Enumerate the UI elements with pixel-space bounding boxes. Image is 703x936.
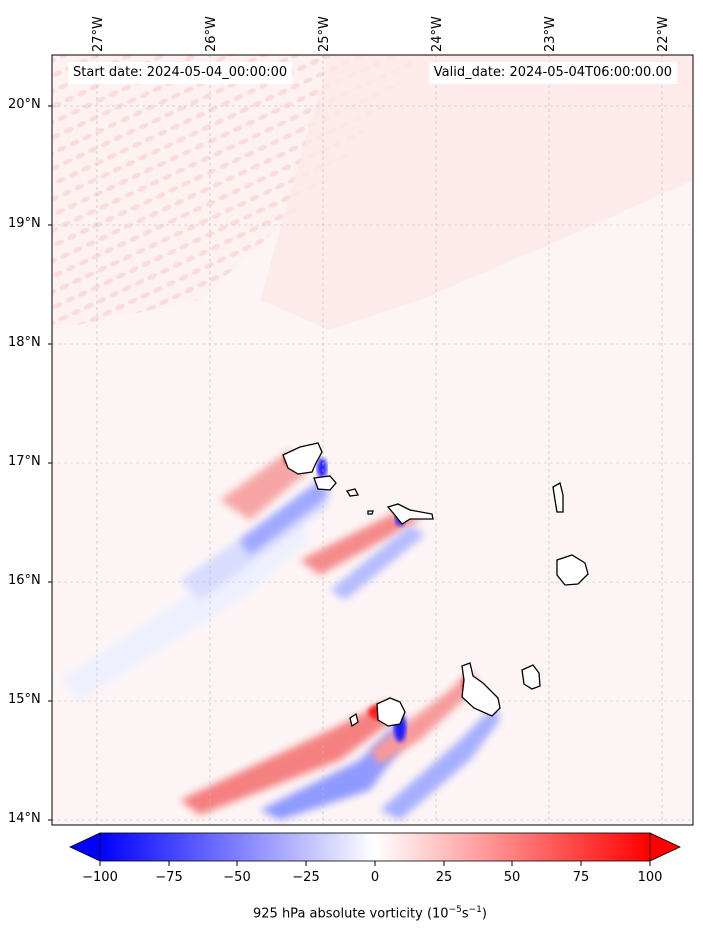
island-maio bbox=[521, 664, 541, 690]
valid-date-label: Valid_date: 2024-05-04T06:00:00.00 bbox=[428, 62, 677, 84]
lat-label-16n: 16°N bbox=[8, 573, 41, 588]
colorbar-tick-label: 25 bbox=[435, 870, 453, 885]
colorbar-tick-label: −75 bbox=[155, 870, 183, 885]
lon-label-26w: 26°W bbox=[204, 16, 219, 52]
colorbar-extend-low bbox=[69, 832, 101, 862]
island-sao-nicolau bbox=[386, 503, 434, 525]
island-sal bbox=[552, 482, 564, 513]
blue-wake-sao-nicolau bbox=[330, 525, 425, 600]
lon-label-27w: 27°W bbox=[91, 16, 106, 52]
island-santa-luzia bbox=[345, 488, 359, 497]
blue-wake-santo-antao bbox=[240, 480, 330, 555]
blue-core-santo-antao bbox=[317, 458, 327, 478]
blue-wake-fogo bbox=[260, 715, 410, 820]
colorbar-ticks bbox=[99, 861, 651, 866]
lat-ticks bbox=[48, 105, 52, 821]
island-santiago bbox=[461, 662, 501, 717]
red-wake-sao-nicolau bbox=[300, 510, 420, 575]
lon-label-23w: 23°W bbox=[543, 16, 558, 52]
lat-label-20n: 20°N bbox=[8, 97, 41, 112]
colorbar-tick-label: 50 bbox=[503, 870, 521, 885]
lat-label-15n: 15°N bbox=[8, 692, 41, 707]
island-brava bbox=[349, 712, 359, 728]
island-boa-vista bbox=[556, 554, 589, 586]
island-fogo bbox=[376, 697, 406, 727]
colorbar-tick-label: −100 bbox=[82, 870, 118, 885]
lat-label-14n: 14°N bbox=[8, 811, 41, 826]
start-date-label: Start date: 2024-05-04_00:00:00 bbox=[68, 62, 293, 84]
colorbar bbox=[69, 832, 681, 866]
lat-label-17n: 17°N bbox=[8, 454, 41, 469]
island-santo-antao bbox=[282, 442, 323, 475]
lon-label-24w: 24°W bbox=[430, 16, 445, 52]
colorbar-tick-label: 0 bbox=[370, 870, 380, 885]
lat-label-18n: 18°N bbox=[8, 335, 41, 350]
pale-red-band bbox=[260, 55, 693, 330]
colorbar-label: 925 hPa absolute vorticity (10−5s−1) bbox=[253, 905, 487, 922]
islands bbox=[282, 442, 589, 728]
colorbar-tick-label: −50 bbox=[223, 870, 251, 885]
colorbar-gradient bbox=[99, 832, 651, 862]
map-frame bbox=[51, 54, 694, 826]
island-sao-vicente bbox=[313, 475, 337, 491]
colorbar-tick-label: −25 bbox=[292, 870, 320, 885]
red-wake-fogo bbox=[180, 700, 400, 815]
colorbar-tick-label: 100 bbox=[637, 870, 663, 885]
lon-label-22w: 22°W bbox=[656, 16, 671, 52]
blue-wake-santiago bbox=[380, 705, 500, 820]
lon-label-25w: 25°W bbox=[317, 16, 332, 52]
red-wake-santiago bbox=[370, 670, 480, 765]
lat-label-19n: 19°N bbox=[8, 216, 41, 231]
colorbar-extend-high bbox=[649, 832, 681, 862]
islet-raso bbox=[367, 510, 374, 515]
colorbar-tick-label: 75 bbox=[572, 870, 590, 885]
graticule bbox=[52, 55, 693, 825]
